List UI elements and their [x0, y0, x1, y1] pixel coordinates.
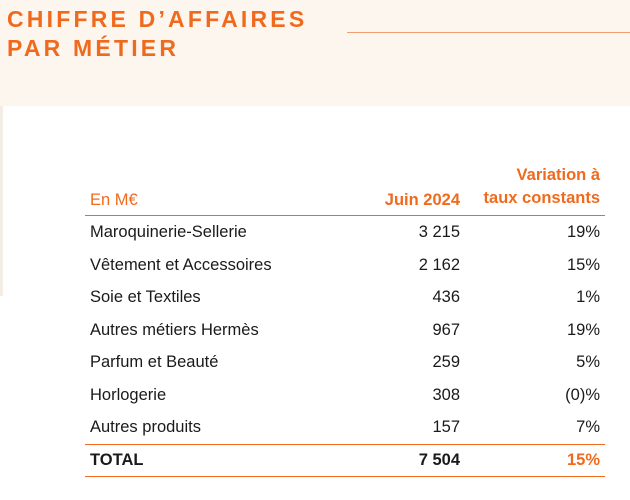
table-row: Parfum et Beauté 259 5% [85, 346, 605, 379]
table-row: Horlogerie 308 (0)% [85, 379, 605, 412]
table-header: En M€ Juin 2024 Variation à taux constan… [85, 162, 605, 216]
title-line-2: PAR MÉTIER [7, 35, 180, 61]
variation-header: Variation à taux constants [484, 164, 600, 210]
variation-header-line-1: Variation à [516, 166, 600, 184]
title-divider [347, 32, 630, 33]
left-edge-strip [0, 106, 3, 296]
table-row: Autres métiers Hermès 967 19% [85, 314, 605, 347]
row-label: Parfum et Beauté [90, 353, 219, 371]
row-label: Autres métiers Hermès [90, 320, 259, 339]
row-value: 3 215 [418, 223, 460, 241]
row-variation: 5% [576, 353, 600, 371]
row-label: Horlogerie [90, 385, 167, 404]
period-header: Juin 2024 [384, 191, 460, 209]
unit-header: En M€ [90, 191, 138, 209]
row-variation: 1% [576, 288, 600, 306]
table-row: Vêtement et Accessoires 2 162 15% [85, 249, 605, 282]
row-value: 436 [432, 288, 460, 306]
row-value: 967 [432, 320, 460, 339]
row-value: 2 162 [418, 255, 460, 274]
row-label: Maroquinerie-Sellerie [90, 223, 247, 241]
row-value: 259 [432, 353, 460, 371]
row-value: 308 [432, 385, 460, 404]
title-line-1: CHIFFRE D’AFFAIRES [7, 6, 308, 32]
total-label: TOTAL [90, 450, 144, 469]
total-row: TOTAL 7 504 15% [85, 443, 605, 477]
table-row: Maroquinerie-Sellerie 3 215 19% [85, 216, 605, 249]
table-row: Soie et Textiles 436 1% [85, 281, 605, 314]
row-variation: (0)% [565, 385, 600, 404]
row-value: 157 [432, 418, 460, 436]
row-label: Autres produits [90, 418, 201, 436]
page-title: CHIFFRE D’AFFAIRES PAR MÉTIER [7, 5, 307, 63]
revenue-table: En M€ Juin 2024 Variation à taux constan… [85, 162, 605, 477]
row-variation: 7% [576, 418, 600, 436]
row-variation: 19% [566, 223, 600, 241]
header-band [0, 0, 630, 106]
row-variation: 15% [566, 255, 600, 274]
total-variation: 15% [566, 450, 600, 469]
row-label: Vêtement et Accessoires [90, 255, 272, 274]
table-row: Autres produits 157 7% [85, 411, 605, 444]
row-variation: 19% [566, 320, 600, 339]
total-value: 7 504 [418, 450, 460, 469]
row-label: Soie et Textiles [90, 288, 201, 306]
variation-header-line-2: taux constants [483, 189, 600, 207]
